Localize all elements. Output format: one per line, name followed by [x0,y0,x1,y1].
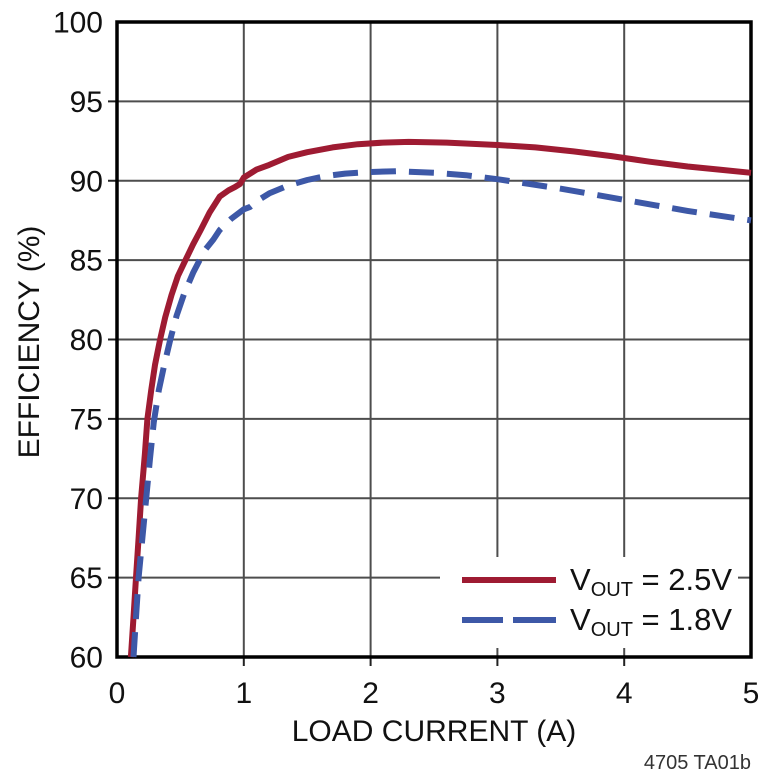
y-tick-label: 95 [70,86,103,119]
dashed-line-swatch-icon [462,617,503,623]
legend-label-sub: OUT [590,579,633,601]
x-tick-label: 2 [362,677,379,710]
y-tick-label: 70 [70,483,103,516]
legend-swatch-dashed [462,617,556,623]
dashed-line-swatch-icon [513,617,556,623]
legend-label-sub: OUT [590,619,633,641]
x-tick-label: 3 [489,677,506,710]
solid-line-swatch-icon [462,577,556,583]
y-tick-label: 90 [70,165,103,198]
legend-swatch-solid [462,577,556,583]
series-curve-2 [130,168,752,658]
x-tick-label: 5 [743,677,760,710]
x-tick-label: 0 [109,677,126,710]
legend-label-main: V [570,602,591,637]
y-tick-label: 75 [70,403,103,436]
legend-label: VOUT = 2.5V [570,562,733,601]
x-tick-label: 4 [616,677,633,710]
x-axis-title: LOAD CURRENT (A) [291,715,577,748]
legend-item-vout-1v8: VOUT = 1.8V [440,599,738,641]
legend-label-main: V [570,562,591,597]
y-axis-title: EFFICIENCY (%) [13,225,46,459]
legend-item-vout-2v5: VOUT = 2.5V [440,559,738,601]
legend: VOUT = 2.5V VOUT = 1.8V [440,557,738,648]
legend-label-value: = 1.8V [632,602,733,637]
y-tick-label: 100 [53,7,103,40]
series-curve-1 [127,138,752,658]
legend-label-value: = 2.5V [632,562,733,597]
x-tick-label: 1 [235,677,252,710]
y-tick-label: 85 [70,245,103,278]
y-tick-label: 80 [70,324,103,357]
figure-caption: 4705 TA01b [643,752,751,774]
y-tick-label: 60 [70,642,103,675]
y-tick-label: 65 [70,562,103,595]
plot-frame [115,20,753,659]
legend-label: VOUT = 1.8V [570,602,733,641]
